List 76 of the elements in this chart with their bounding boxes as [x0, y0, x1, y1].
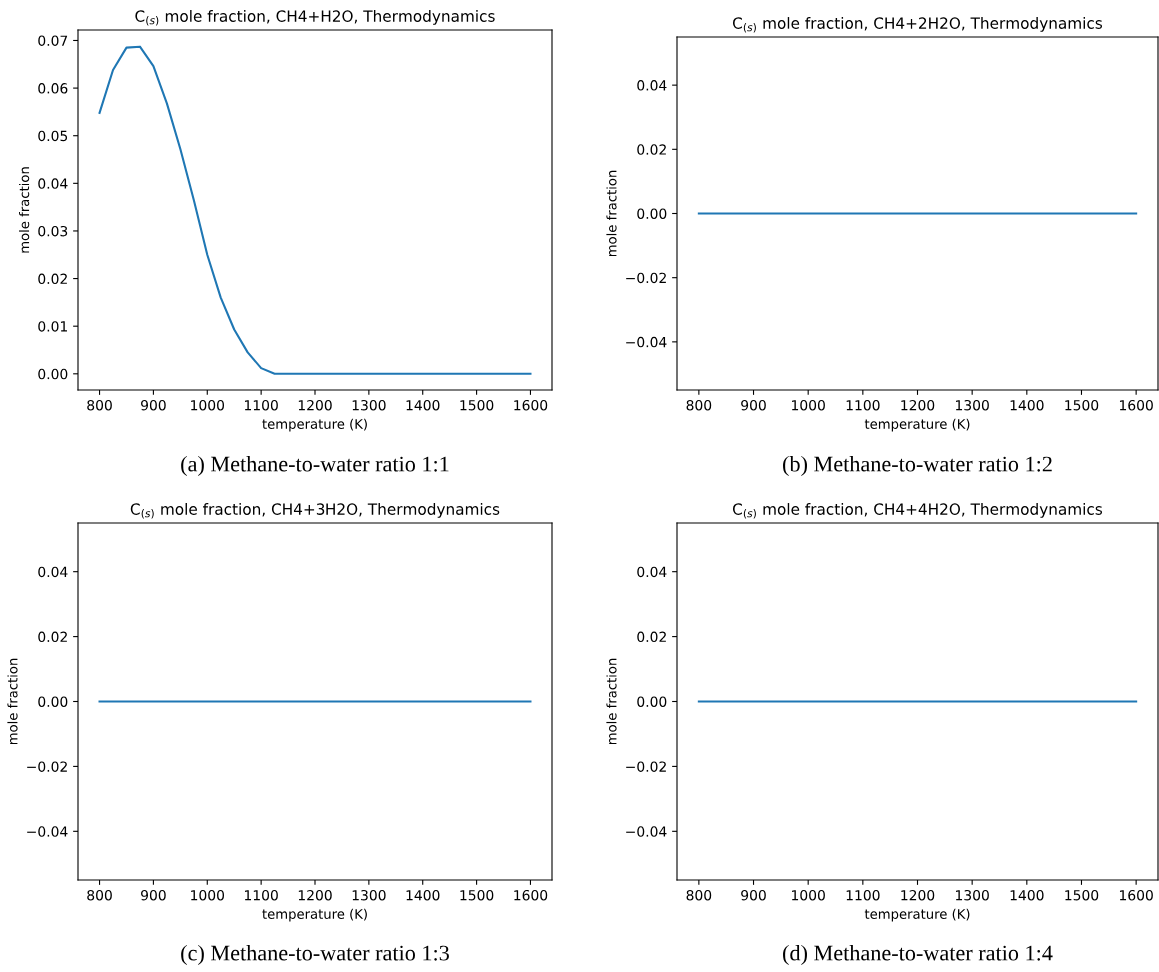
x-tick-label: 800 [686, 399, 712, 411]
chart-title: C$_{(s)}$ mole fraction, CH4+4H2O, Thermodynamics [732, 503, 1103, 519]
x-tick-label: 900 [741, 399, 766, 411]
x-tick-label: 800 [87, 399, 112, 411]
x-tick-label: 1500 [460, 889, 494, 901]
y-tick-label: 0.00 [38, 368, 68, 380]
x-tick-label: 1500 [1065, 399, 1099, 411]
y-tick-label: 0.06 [38, 83, 68, 94]
y-axis-title: mole fraction [606, 658, 617, 745]
y-tick-label: −0.02 [626, 272, 666, 284]
x-tick-label: 1000 [191, 889, 225, 901]
y-tick-label: −0.02 [27, 761, 67, 772]
x-tick-label: 1400 [406, 399, 440, 411]
y-tick-label: 0.02 [38, 631, 67, 643]
chart-title: C$_{(s)}$ mole fraction, CH4+2H2O, Thermodynamics [732, 17, 1103, 33]
y-tick-label: 0.04 [637, 80, 667, 91]
text: (c) Methane-to-water ratio 1:3 [181, 944, 449, 966]
x-tick-label: 900 [741, 889, 766, 901]
x-tick-label: 1600 [1119, 889, 1153, 901]
x-tick-label: 1200 [901, 889, 935, 901]
y-tick-label: 0.02 [637, 631, 666, 643]
y-tick-label: −0.04 [626, 826, 667, 837]
y-tick-label: 0.03 [38, 225, 68, 237]
y-tick-label: 0.05 [38, 130, 68, 142]
y-tick-label: −0.04 [27, 826, 68, 837]
x-tick-label: 1000 [191, 399, 225, 411]
y-tick-label: 0.04 [38, 566, 68, 578]
x-tick-label: 1200 [298, 889, 332, 901]
x-tick-label: 1200 [901, 399, 935, 411]
line-series [98, 45, 532, 375]
x-tick-label: 800 [686, 889, 712, 901]
x-tick-label: 1100 [244, 399, 278, 411]
y-tick-label: −0.04 [626, 336, 667, 348]
x-tick-label: 1300 [352, 889, 386, 901]
x-tick-label: 1300 [956, 399, 989, 411]
x-tick-label: 1300 [352, 399, 386, 411]
x-axis-title: temperature (K) [262, 418, 367, 432]
x-tick-label: 1100 [846, 399, 880, 411]
chart-title: C$_{(s)}$ mole fraction, CH4+3H2O, Thermodynamics [130, 503, 500, 519]
text: (d) Methane-to-water ratio 1:4 [783, 944, 1053, 966]
y-tick-label: 0.04 [637, 566, 667, 578]
y-tick-label: 0.02 [637, 144, 666, 155]
x-tick-label: 1400 [1010, 399, 1044, 411]
y-tick-label: 0.02 [38, 273, 67, 285]
y-tick-label: 0.01 [38, 321, 67, 332]
y-tick-label: 0.00 [637, 208, 667, 219]
y-axis-title: mole fraction [7, 658, 18, 745]
y-tick-label: 0.07 [38, 35, 68, 46]
x-tick-label: 1600 [514, 889, 548, 901]
x-tick-label: 1200 [298, 399, 332, 411]
chart-title: C$_{(s)}$ mole fraction, CH4+H2O, Thermodynamics [135, 10, 495, 26]
x-tick-label: 800 [87, 889, 112, 901]
x-axis-title: temperature (K) [864, 908, 970, 922]
x-tick-label: 1000 [792, 399, 825, 411]
x-tick-label: 1100 [244, 889, 278, 901]
x-tick-label: 1600 [1119, 399, 1153, 411]
y-axis-title: mole fraction [19, 167, 30, 253]
x-tick-label: 1400 [406, 889, 440, 901]
x-tick-label: 1500 [1065, 889, 1099, 901]
x-tick-label: 1500 [460, 399, 494, 411]
x-tick-label: 900 [141, 399, 166, 411]
x-tick-label: 1300 [956, 889, 989, 901]
x-tick-label: 1400 [1010, 889, 1044, 901]
y-tick-label: 0.00 [637, 696, 667, 707]
x-tick-label: 1600 [514, 399, 548, 411]
y-axis-title: mole fraction [606, 170, 617, 257]
x-tick-label: 1100 [846, 889, 880, 901]
text: (b) Methane-to-water ratio 1:2 [783, 455, 1052, 477]
y-tick-label: 0.00 [38, 696, 68, 707]
x-axis-title: temperature (K) [262, 908, 367, 922]
x-tick-label: 900 [141, 889, 166, 901]
x-axis-title: temperature (K) [864, 418, 970, 432]
y-tick-label: 0.04 [38, 178, 68, 189]
x-tick-label: 1000 [792, 889, 825, 901]
y-tick-label: −0.02 [626, 761, 666, 772]
text: (a) Methane-to-water ratio 1:1 [181, 455, 449, 477]
